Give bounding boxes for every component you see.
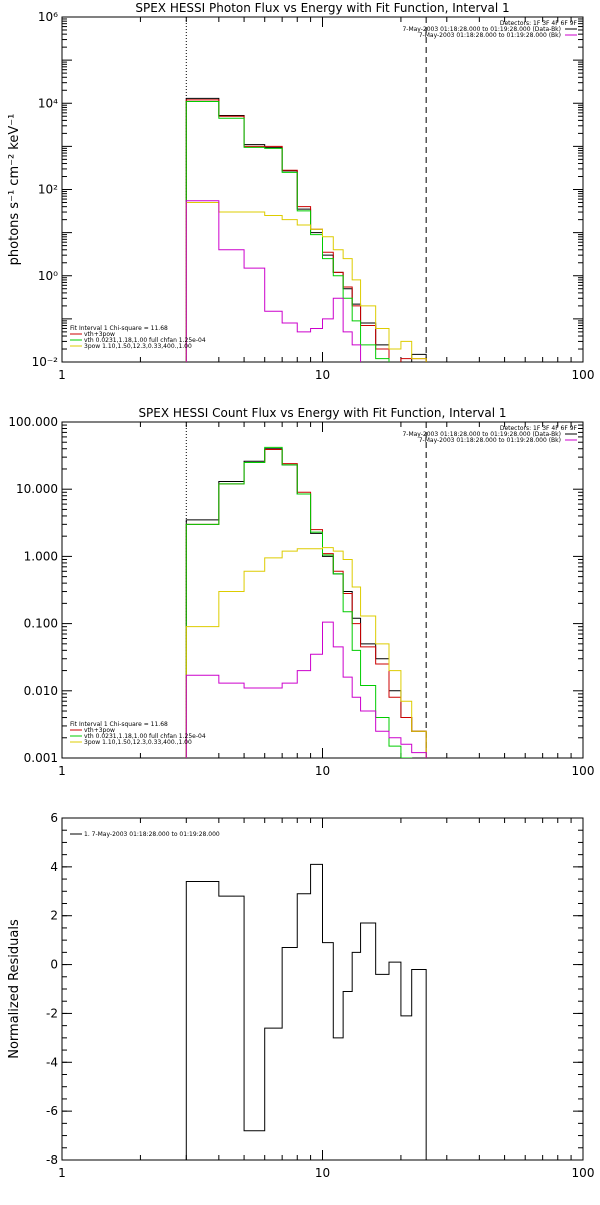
x-tick-label: 10 (315, 368, 330, 382)
series-group (185, 446, 427, 758)
legend-line-3: vth 0.0231,1.18,1.00 full chfan 1.25e-04 (84, 337, 206, 344)
y-tick-label: 100.000 (8, 415, 58, 429)
y-tick-label: 10.000 (16, 482, 58, 496)
x-tick-label: 1 (58, 1166, 66, 1180)
legend-line-1: Fit Interval 1 Chi-square = 11.68 (70, 721, 168, 728)
plot-frame (61, 421, 584, 759)
header-line-2: 7-May-2003 01:18:28.000 to 01:19:28.000 … (402, 26, 561, 33)
legend-line-1: 1. 7-May-2003 01:18:28.000 to 01:19:28.0… (84, 831, 220, 838)
y-tick-label: -2 (46, 1006, 58, 1020)
y-tick-label: 10⁶ (38, 10, 58, 24)
series-group (185, 97, 427, 362)
y-axis-label: photons s⁻¹ cm⁻² keV⁻¹ (7, 114, 22, 266)
x-tick-label: 100 (572, 764, 595, 778)
series-line-5 (185, 200, 362, 362)
y-tick-label: 0.100 (24, 617, 58, 631)
x-tick-label: 10 (315, 1166, 330, 1180)
y-tick-label: -4 (46, 1055, 58, 1069)
x-tick-label: 100 (572, 368, 595, 382)
x-tick-label: 100 (572, 1166, 595, 1180)
y-tick-label: -8 (46, 1153, 58, 1167)
y-tick-label: 4 (50, 860, 58, 874)
y-tick-label: 1.000 (24, 549, 58, 563)
y-tick-label: 10⁴ (38, 96, 58, 110)
series-line-3 (185, 446, 413, 758)
y-tick-label: 10² (38, 183, 58, 197)
legend-line-4: 3pow 1.10,1.50,12.3,0.33,400.,1.00 (84, 343, 192, 350)
series-line-1 (185, 863, 427, 1160)
chart-title: SPEX HESSI Photon Flux vs Energy with Fi… (135, 1, 509, 15)
header-line-1: Detectors: 1F 3F 4F 6F 9F (500, 425, 578, 432)
chart-panel-1: SPEX HESSI Photon Flux vs Energy with Fi… (7, 1, 595, 382)
y-tick-label: 10⁻² (32, 355, 59, 369)
chart-panel-2: SPEX HESSI Count Flux vs Energy with Fit… (8, 406, 595, 778)
y-tick-label: 0.001 (24, 751, 58, 765)
series-group (185, 863, 427, 1160)
header-line-2: 7-May-2003 01:18:28.000 to 01:19:28.000 … (402, 431, 561, 438)
legend-line-3: vth 0.0231,1.18,1.00 full chfan 1.25e-04 (84, 733, 206, 740)
legend-line-2: vth+3pow (84, 331, 115, 338)
x-tick-label: 10 (315, 764, 330, 778)
chart-panel-3: 1 10 100 -8 -6 -4 -2 0 2 4 6 Normalized Residuals 1.… (7, 811, 595, 1180)
series-line-1 (185, 448, 427, 758)
x-tick-label: 1 (58, 764, 66, 778)
series-line-5 (185, 621, 427, 758)
series-line-4 (185, 547, 427, 758)
header-line-1: Detectors: 1F 3F 4F 6F 9F (500, 20, 578, 27)
y-tick-label: 0 (50, 958, 58, 972)
y-tick-label: 0.010 (24, 684, 58, 698)
y-tick-label: -6 (46, 1104, 58, 1118)
series-line-2 (185, 99, 427, 362)
legend-line-1: Fit Interval 1 Chi-square = 11.68 (70, 325, 168, 332)
plot-frame (61, 16, 584, 363)
y-tick-label: 6 (50, 811, 58, 825)
legend-line-2: vth+3pow (84, 727, 115, 734)
chart-title: SPEX HESSI Count Flux vs Energy with Fit… (138, 406, 506, 420)
x-tick-label: 1 (58, 368, 66, 382)
y-tick-label: 10⁰ (38, 269, 58, 283)
series-line-4 (185, 201, 427, 362)
legend-line-4: 3pow 1.10,1.50,12.3,0.33,400.,1.00 (84, 739, 192, 746)
y-axis-label: Normalized Residuals (7, 919, 22, 1059)
series-line-3 (185, 100, 390, 362)
header-line-3: 7-May-2003 01:18:28.000 to 01:19:28.000 … (419, 437, 561, 444)
header-line-3: 7-May-2003 01:18:28.000 to 01:19:28.000 … (419, 32, 561, 39)
y-tick-label: 2 (50, 909, 58, 923)
